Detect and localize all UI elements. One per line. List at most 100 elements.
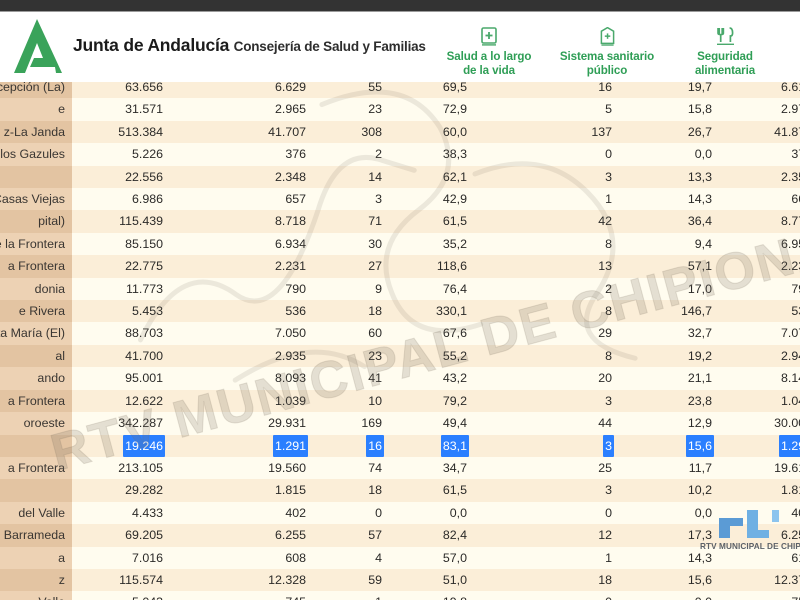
table-cell-value[interactable]: 8 (476, 300, 621, 323)
table-cell-municipality[interactable]: e (0, 98, 72, 121)
table-cell-municipality[interactable]: pital) (0, 210, 72, 233)
table-cell-value[interactable]: 8.093 (172, 367, 315, 390)
table-cell-value[interactable]: 15,8 (621, 98, 721, 121)
nav-item-seguridad-alimentaria[interactable]: Seguridad alimentaria (676, 26, 774, 77)
table-cell-value[interactable]: 11,7 (621, 456, 721, 480)
table-cell-value[interactable]: 18 (315, 479, 391, 502)
table-cell-value[interactable]: 67,6 (391, 322, 476, 345)
table-cell-value[interactable]: 213.105 (72, 456, 172, 480)
table-cell-value[interactable]: 35,2 (391, 232, 476, 256)
table-cell-value[interactable]: 21,1 (621, 367, 721, 390)
table-cell-value[interactable]: 0 (476, 501, 621, 525)
table-cell-value[interactable]: 536 (172, 300, 315, 323)
table-cell-value[interactable]: 60,0 (391, 120, 476, 144)
table-cell-value[interactable]: 12.378 (721, 568, 800, 592)
table-cell-municipality[interactable]: Casas Viejas (0, 188, 72, 211)
table-cell-value[interactable]: 14,3 (621, 546, 721, 569)
table-cell-value[interactable]: 5.453 (72, 300, 172, 323)
table-cell-value[interactable]: 41.707 (172, 120, 315, 144)
nav-item-salud-a-lo-largo-de-la-vida[interactable]: Salud a lo largo de la vida (440, 26, 538, 77)
table-cell-value[interactable]: 8 (476, 232, 621, 256)
table-cell-value[interactable]: 88.703 (72, 322, 172, 345)
table-cell-value[interactable]: 72,9 (391, 98, 476, 121)
table-cell-value[interactable]: 10,2 (621, 479, 721, 502)
table-cell-value[interactable]: 57,0 (391, 546, 476, 569)
table-cell-municipality[interactable]: a (0, 546, 72, 569)
table-cell-value[interactable]: 2.348 (172, 165, 315, 189)
table-cell-value[interactable]: 82,4 (391, 524, 476, 547)
table-cell-value[interactable]: 1.819 (721, 479, 800, 502)
table-cell-value[interactable]: 13 (476, 255, 621, 278)
nav-item-mas[interactable]: Más (794, 26, 800, 64)
table-cell-value[interactable]: 61,5 (391, 479, 476, 502)
table-cell-value[interactable]: 7.016 (72, 546, 172, 569)
table-cell-value[interactable]: 616 (721, 546, 800, 569)
table-cell-value[interactable]: 12.622 (72, 389, 172, 413)
table-cell-value[interactable]: 79,2 (391, 389, 476, 413)
table-cell-value[interactable]: 10 (315, 389, 391, 413)
table-cell-value[interactable]: 12,9 (621, 412, 721, 435)
table-cell-municipality[interactable]: a Frontera (0, 255, 72, 278)
table-cell-value[interactable]: 17,3 (621, 524, 721, 547)
table-cell-value[interactable]: 513.384 (72, 120, 172, 144)
table-cell-value[interactable]: 4 (315, 546, 391, 569)
table-cell-value[interactable]: 3 (476, 389, 621, 413)
table-cell-municipality[interactable]: z (0, 568, 72, 592)
brand-block[interactable]: Junta de Andalucía Consejería de Salud y… (10, 17, 426, 75)
table-cell-value[interactable]: 41.872 (721, 120, 800, 144)
table-cell-value[interactable]: 29.931 (172, 412, 315, 435)
table-cell-municipality[interactable]: Valle (0, 591, 72, 600)
table-cell-value[interactable]: 55 (315, 82, 391, 99)
table-cell-value[interactable]: 62,1 (391, 165, 476, 189)
table-cell-municipality[interactable]: al (0, 344, 72, 368)
table-cell-value[interactable]: 95.001 (72, 367, 172, 390)
table-cell-value[interactable]: 6.255 (172, 524, 315, 547)
table-cell-value[interactable]: 7.073 (721, 322, 800, 345)
table-cell-value[interactable]: 115.439 (72, 210, 172, 233)
table-cell-value[interactable]: 1.039 (172, 389, 315, 413)
table-cell-value[interactable]: 2 (315, 143, 391, 166)
table-cell-value[interactable]: 59 (315, 568, 391, 592)
table-cell-value[interactable]: 22.556 (72, 165, 172, 189)
table-cell-value[interactable]: 6.952 (721, 232, 800, 256)
table-cell-value[interactable]: 6.934 (172, 232, 315, 256)
table-cell-value[interactable]: 7.050 (172, 322, 315, 345)
table-cell-value[interactable]: 1.296 (721, 434, 800, 457)
table-cell-municipality[interactable]: a Frontera (0, 389, 72, 413)
table-cell-value[interactable]: 3 (315, 188, 391, 211)
table-cell-value[interactable]: 16 (315, 434, 391, 457)
data-table-viewport[interactable]: a Concepción (La) 63.656 6.629 55 69,5 16 19,7… (0, 82, 800, 600)
table-cell-municipality[interactable]: de la Frontera (0, 232, 72, 256)
table-cell-value[interactable]: 19.246 (72, 434, 172, 457)
table-cell-value[interactable]: 43,2 (391, 367, 476, 390)
table-cell-value[interactable]: 74 (315, 456, 391, 480)
table-cell-value[interactable]: 5.043 (72, 591, 172, 600)
table-cell-value[interactable]: 19.612 (721, 456, 800, 480)
table-cell-value[interactable]: 31.571 (72, 98, 172, 121)
table-cell-value[interactable]: 0 (315, 501, 391, 525)
table-cell-value[interactable]: 12.328 (172, 568, 315, 592)
table-cell-value[interactable]: 19,8 (391, 591, 476, 600)
table-cell-value[interactable]: 26,7 (621, 120, 721, 144)
table-cell-value[interactable]: 76,4 (391, 277, 476, 301)
table-cell-value[interactable]: 30.005 (721, 412, 800, 435)
table-cell-value[interactable]: 0,0 (621, 591, 721, 600)
table-cell-value[interactable]: 41 (315, 367, 391, 390)
table-cell-value[interactable]: 16 (476, 82, 621, 99)
table-cell-value[interactable]: 8 (476, 344, 621, 368)
table-cell-value[interactable]: 342.287 (72, 412, 172, 435)
table-cell-value[interactable]: 57 (315, 524, 391, 547)
table-cell-municipality[interactable]: donia (0, 277, 72, 301)
table-cell-value[interactable]: 51,0 (391, 568, 476, 592)
table-cell-value[interactable]: 745 (172, 591, 315, 600)
table-cell-value[interactable]: 29.282 (72, 479, 172, 502)
table-row[interactable]: Valle5.043745119,800,07547 (0, 591, 800, 600)
